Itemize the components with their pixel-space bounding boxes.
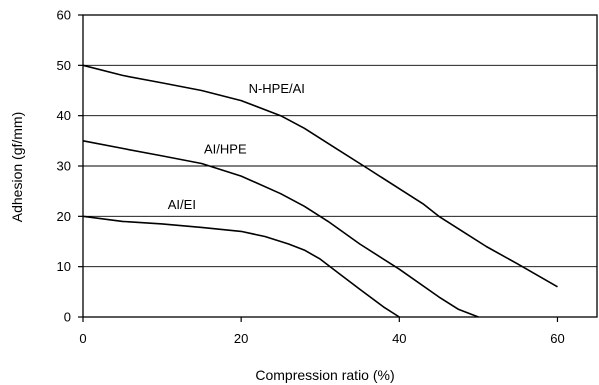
series-line-ai-hpe: [82, 140, 479, 318]
tick-marks: [78, 14, 559, 322]
series-label-ai-hpe: AI/HPE: [204, 141, 247, 156]
series-labels: N-HPE/AI AI/HPE AI/EI: [168, 81, 305, 212]
series-line-ai-ei: [82, 215, 400, 318]
x-tick-label-40: 40: [392, 331, 406, 346]
y-tick-label-0: 0: [64, 310, 71, 325]
y-axis-label: Adhesion (gf/mm): [9, 112, 25, 222]
y-tick-label-10: 10: [57, 259, 71, 274]
x-tick-label-0: 0: [79, 331, 86, 346]
y-tick-label-50: 50: [57, 58, 71, 73]
y-tick-label-60: 60: [57, 8, 71, 23]
series-label-n-hpe-ai: N-HPE/AI: [249, 81, 305, 96]
tick-labels: 0 10 20 30 40 50 60 0 20 40 60: [57, 8, 565, 347]
grid-lines: [83, 64, 597, 268]
series-label-ai-ei: AI/EI: [168, 197, 196, 212]
y-tick-label-40: 40: [57, 108, 71, 123]
series-line-n-hpe-ai: [82, 64, 558, 288]
series-lines: [82, 64, 558, 318]
y-tick-label-30: 30: [57, 159, 71, 174]
x-axis-label: Compression ratio (%): [255, 367, 394, 383]
x-tick-label-60: 60: [550, 331, 564, 346]
y-tick-label-20: 20: [57, 209, 71, 224]
x-tick-label-20: 20: [234, 331, 248, 346]
